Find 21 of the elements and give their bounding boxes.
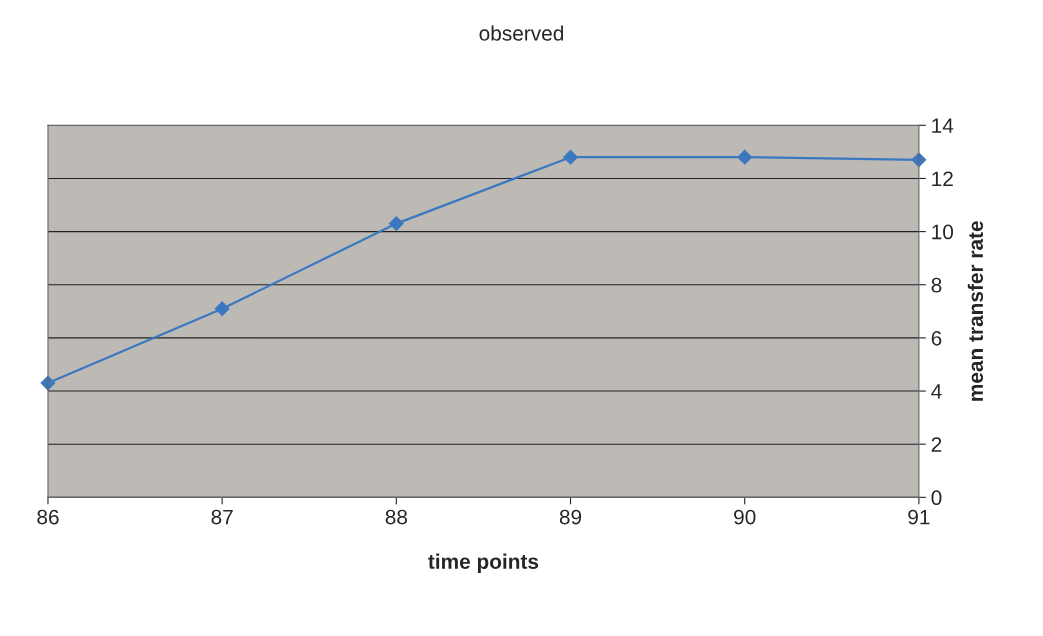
y-tick-label: 12 [932,171,953,186]
x-tick-label: 87 [211,509,233,525]
y-tick-label: 0 [931,490,942,506]
x-tick-label: 86 [37,509,59,525]
point [388,216,404,232]
x-tick-label: 89 [559,509,582,525]
point [563,149,578,165]
y-tick-label: 10 [932,224,954,240]
y-tick-label: 4 [931,384,942,399]
y-axis-title: mean transfer rate [967,221,984,401]
y-tick-label: 6 [931,330,942,346]
x-axis-title: time points [428,553,539,573]
chart-title: observed [479,25,564,41]
x-tick-label: 88 [385,509,408,525]
point [214,301,230,317]
x-tick-label: 90 [734,509,756,525]
x-tick-label: 91 [908,509,930,525]
y-tick-label: 8 [931,277,942,293]
point [737,149,753,165]
y-tick-label: 14 [932,118,954,133]
y-tick-label: 2 [931,437,942,452]
